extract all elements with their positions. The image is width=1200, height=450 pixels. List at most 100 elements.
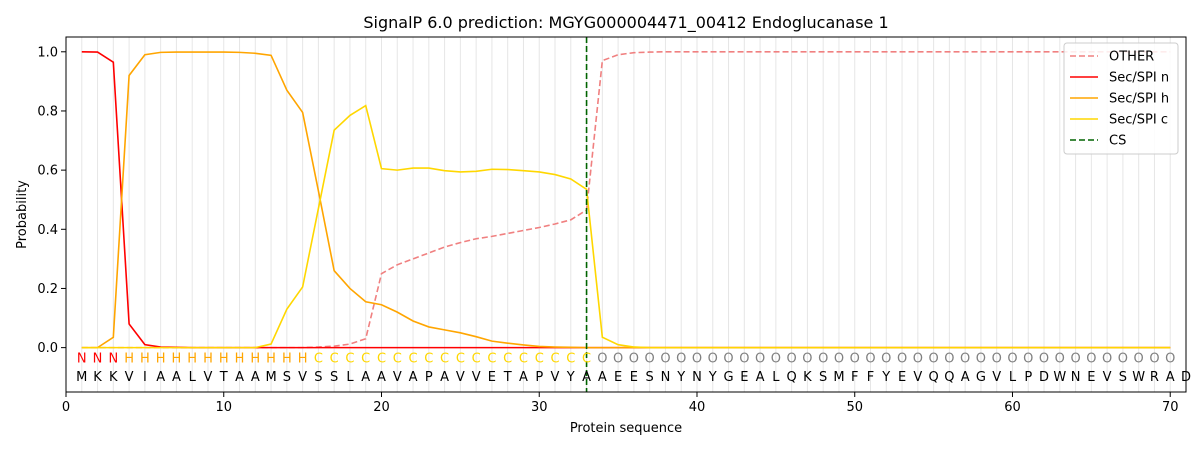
state-label: H: [219, 351, 229, 366]
residue-label: Q: [787, 370, 797, 385]
state-label: O: [976, 351, 986, 366]
x-tick-label: 40: [689, 400, 706, 415]
state-label: O: [850, 351, 860, 366]
state-label: O: [960, 351, 970, 366]
state-label: H: [124, 351, 134, 366]
legend: OTHER Sec/SPI n Sec/SPI h Sec/SPI c CS: [1063, 42, 1179, 155]
residue-label: L: [189, 370, 197, 385]
legend-label: Sec/SPI c: [1109, 113, 1168, 128]
state-label: C: [456, 351, 465, 366]
state-label: O: [1086, 351, 1096, 366]
state-label: O: [1118, 351, 1128, 366]
residue-label: S: [1119, 370, 1127, 385]
residue-label: G: [723, 370, 733, 385]
state-label: C: [487, 351, 496, 366]
state-label: N: [108, 351, 118, 366]
y-tick-label: 0.2: [37, 282, 58, 297]
residue-label: Y: [708, 370, 717, 385]
state-label: C: [582, 351, 591, 366]
residue-label: A: [519, 370, 528, 385]
state-label: O: [597, 351, 607, 366]
residue-label: E: [488, 370, 496, 385]
residue-label: I: [143, 370, 147, 385]
residue-label: V: [1103, 370, 1112, 385]
x-tick-label: 0: [62, 400, 70, 415]
series-line-sec-spi-c: [81, 104, 1171, 349]
residue-label: A: [961, 370, 970, 385]
residue-label: V: [551, 370, 560, 385]
residue-label: V: [913, 370, 922, 385]
state-label: O: [928, 351, 938, 366]
state-label: O: [771, 351, 781, 366]
residue-label: E: [630, 370, 638, 385]
state-label: O: [723, 351, 733, 366]
legend-label: CS: [1109, 134, 1126, 149]
state-label: O: [708, 351, 718, 366]
residue-label: A: [1166, 370, 1175, 385]
residue-label: A: [440, 370, 449, 385]
state-label: O: [944, 351, 954, 366]
residue-label: P: [535, 370, 543, 385]
residue-label: A: [582, 370, 591, 385]
residue-label: F: [867, 370, 874, 385]
state-label: O: [1134, 351, 1144, 366]
state-label: C: [361, 351, 370, 366]
state-label: H: [250, 351, 260, 366]
residue-label: D: [1039, 370, 1049, 385]
residue-label: A: [156, 370, 165, 385]
y-tick-label: 0.6: [37, 164, 58, 179]
state-label: O: [1039, 351, 1049, 366]
residue-label: E: [898, 370, 906, 385]
y-tick-label: 1.0: [37, 45, 58, 60]
state-label: H: [235, 351, 245, 366]
state-label: O: [1023, 351, 1033, 366]
state-label: O: [818, 351, 828, 366]
axes-frame: [65, 36, 1187, 393]
state-label: C: [393, 351, 402, 366]
residue-label: Y: [676, 370, 685, 385]
residue-label: V: [204, 370, 213, 385]
x-tick-label: 10: [215, 400, 232, 415]
state-label: H: [298, 351, 308, 366]
residue-label: Q: [928, 370, 938, 385]
residue-label: L: [346, 370, 354, 385]
state-label: N: [93, 351, 103, 366]
state-label: N: [77, 351, 87, 366]
residue-label: V: [125, 370, 134, 385]
state-label: O: [1149, 351, 1159, 366]
state-label: H: [156, 351, 166, 366]
state-label: O: [676, 351, 686, 366]
state-label: H: [266, 351, 276, 366]
state-label: C: [424, 351, 433, 366]
state-label: C: [314, 351, 323, 366]
residue-label: N: [1071, 370, 1081, 385]
residue-label: A: [756, 370, 765, 385]
state-label: H: [140, 351, 150, 366]
residue-label: E: [740, 370, 748, 385]
state-label: C: [503, 351, 512, 366]
residue-label: K: [803, 370, 812, 385]
state-label: H: [203, 351, 213, 366]
plot-area: NMNKNKHVHIHAHAHLHVHTHAHAHMHSHVCSCSCLCACA…: [76, 37, 1191, 392]
state-label: O: [613, 351, 623, 366]
state-label: C: [519, 351, 528, 366]
residue-label: A: [172, 370, 181, 385]
state-label: C: [330, 351, 339, 366]
residue-label: A: [361, 370, 370, 385]
legend-label: Sec/SPI h: [1109, 92, 1169, 107]
state-label: O: [660, 351, 670, 366]
state-label: C: [535, 351, 544, 366]
state-label: O: [1007, 351, 1017, 366]
residue-label: V: [472, 370, 481, 385]
residue-label: A: [598, 370, 607, 385]
x-tick-label: 50: [846, 400, 863, 415]
state-label: C: [345, 351, 354, 366]
residue-label: V: [456, 370, 465, 385]
state-label: O: [881, 351, 891, 366]
residue-label: V: [393, 370, 402, 385]
residue-label: R: [1150, 370, 1159, 385]
y-axis-label: Probability: [15, 180, 30, 249]
state-label: C: [472, 351, 481, 366]
residue-label: G: [976, 370, 986, 385]
